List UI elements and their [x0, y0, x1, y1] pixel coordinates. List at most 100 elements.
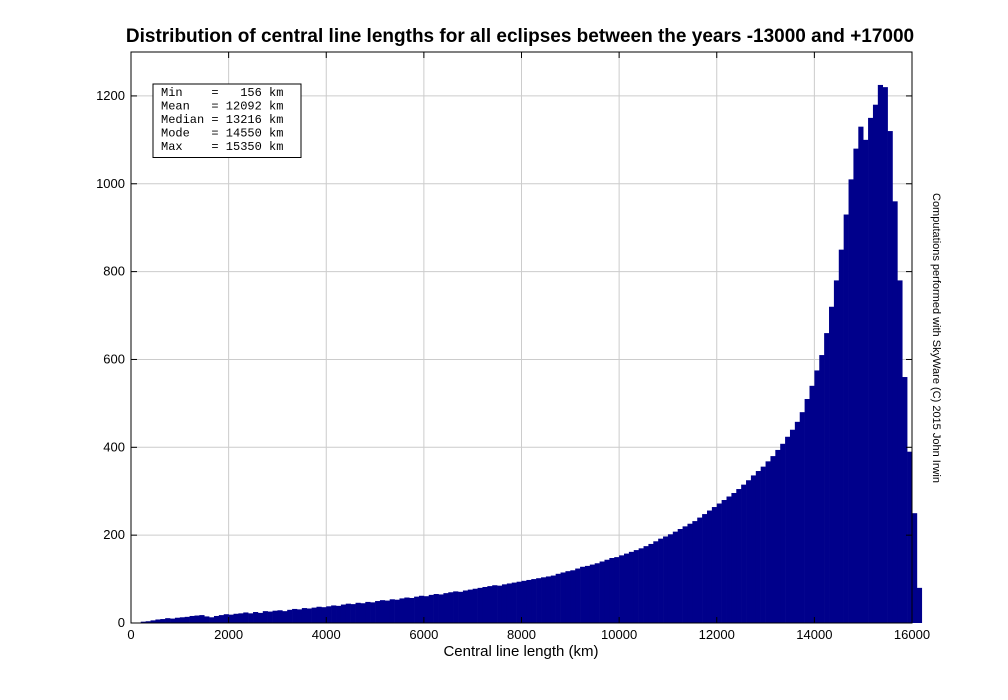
histogram-bar: [487, 586, 493, 623]
histogram-bar: [228, 614, 234, 623]
histogram-bar: [638, 548, 644, 623]
histogram-bar: [355, 602, 361, 623]
y-tick-label: 1200: [96, 88, 125, 103]
histogram-bar: [912, 513, 918, 623]
histogram-bar: [804, 398, 810, 623]
histogram-bar: [824, 333, 830, 623]
histogram-bar: [321, 607, 327, 623]
histogram-bar: [619, 555, 625, 623]
histogram-bar: [848, 179, 854, 623]
histogram-bar: [589, 564, 596, 623]
histogram-bar: [521, 580, 527, 623]
histogram-bar: [375, 601, 381, 623]
histogram-bar: [458, 591, 464, 623]
histogram-bar: [565, 571, 571, 623]
x-tick-label: 4000: [312, 627, 341, 642]
histogram-bar: [750, 475, 757, 623]
histogram-bar: [189, 615, 195, 623]
stats-line: Median = 13216 km: [161, 113, 283, 127]
histogram-bar: [184, 616, 190, 623]
histogram-bar: [760, 466, 766, 623]
histogram-bar: [506, 583, 513, 623]
histogram-bar: [765, 461, 771, 623]
histogram-bar: [677, 529, 683, 623]
histogram-bar: [213, 615, 220, 623]
credit-text: Computations performed with SkyWare (C) …: [930, 193, 942, 483]
histogram-bar: [477, 587, 483, 623]
histogram-bar: [414, 596, 420, 623]
histogram-bar: [872, 104, 879, 623]
histogram-bar: [448, 592, 454, 623]
histogram-bar: [726, 496, 732, 623]
histogram-bar: [257, 612, 264, 623]
histogram-bar: [409, 597, 415, 623]
histogram-bar: [833, 280, 840, 623]
histogram-bar: [418, 595, 425, 623]
histogram-bar: [755, 471, 761, 623]
histogram-bar: [243, 612, 249, 623]
histogram-bar: [570, 570, 576, 623]
histogram-bar: [594, 563, 600, 623]
histogram-bar: [887, 131, 893, 624]
histogram-bar: [599, 561, 605, 623]
histogram-bar: [311, 607, 317, 623]
histogram-bar: [511, 582, 517, 623]
x-tick-label: 2000: [214, 627, 243, 642]
histogram-bar: [360, 603, 366, 623]
histogram-bar: [331, 605, 337, 623]
histogram-bar: [233, 613, 239, 623]
histogram-bar: [526, 579, 532, 623]
stats-line: Mode = 14550 km: [161, 127, 283, 141]
histogram-bar: [785, 436, 791, 623]
histogram-bar: [604, 559, 610, 623]
histogram-bar: [492, 585, 498, 623]
histogram-bar: [389, 599, 395, 623]
histogram-bar: [658, 538, 664, 623]
histogram-bar: [809, 385, 815, 623]
histogram-bar: [609, 557, 615, 623]
histogram-bar: [721, 500, 727, 623]
histogram-bar: [345, 603, 351, 623]
axis-ticks: 0 2000 4000 6000 8000 10000 12000 14000 16000 0 20…: [96, 52, 930, 642]
histogram-bar: [584, 565, 591, 623]
histogram-bar: [643, 546, 649, 623]
histogram-bar: [541, 577, 547, 623]
x-tick-label: 12000: [699, 627, 735, 642]
x-tick-label: 14000: [796, 627, 832, 642]
histogram-bar: [301, 608, 308, 623]
histogram-bar: [482, 586, 488, 623]
histogram-bar: [711, 507, 718, 623]
histogram-bar: [916, 587, 923, 623]
histogram-bar: [843, 214, 849, 623]
histogram-bar: [628, 551, 635, 623]
histogram-bar: [789, 429, 796, 623]
histogram-bar: [663, 536, 669, 623]
stats-line: Mean = 12092 km: [161, 100, 283, 114]
stats-line: Max = 15350 km: [161, 140, 283, 154]
histogram-bar: [672, 531, 678, 623]
histogram-bar: [736, 489, 742, 623]
histogram-bar: [687, 523, 693, 623]
histogram-bar: [248, 613, 254, 623]
histogram-bar: [516, 581, 522, 623]
histogram-bar: [150, 620, 156, 623]
x-tick-label: 16000: [894, 627, 930, 642]
x-tick-label: 0: [127, 627, 134, 642]
histogram-bar: [780, 443, 786, 623]
histogram-bar: [277, 610, 283, 623]
histogram-bar: [501, 584, 508, 623]
histogram-bar: [384, 600, 391, 623]
histogram-bar: [165, 618, 171, 623]
histogram-bar: [155, 619, 161, 623]
histogram-bar: [262, 611, 268, 623]
histogram-bar: [326, 606, 332, 623]
histogram-bar: [272, 610, 278, 623]
y-tick-label: 400: [103, 439, 125, 454]
histogram-bar: [853, 148, 859, 623]
histogram-bar: [555, 573, 561, 623]
histogram-bar: [170, 618, 176, 623]
histogram-bar: [433, 594, 439, 623]
histogram-bar: [340, 604, 347, 623]
